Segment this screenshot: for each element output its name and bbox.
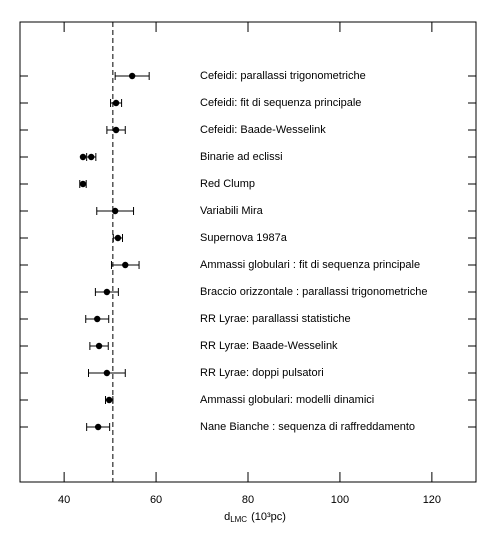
data-point — [79, 153, 87, 161]
row-label: RR Lyrae: parallassi statistiche — [200, 313, 351, 325]
x-label-sub: LMC — [230, 515, 247, 524]
row-label: Nane Bianche : sequenza di raffreddament… — [200, 421, 415, 433]
row-label: Ammassi globulari : fit di sequenza prin… — [200, 259, 420, 271]
data-point — [94, 423, 102, 431]
data-point — [128, 72, 136, 80]
data-point — [114, 234, 122, 242]
row-label: Variabili Mira — [200, 205, 264, 217]
row-label: Red Clump — [200, 178, 255, 190]
row-label: Binarie ad eclissi — [200, 151, 283, 163]
data-point — [103, 288, 111, 296]
row-label: Cefeidi: parallassi trigonometriche — [200, 70, 366, 82]
x-tick-label: 60 — [150, 494, 162, 506]
data-point — [95, 342, 103, 350]
row-label: Cefeidi: fit di sequenza principale — [200, 97, 361, 109]
row-label: RR Lyrae: Baade-Wesselink — [200, 340, 338, 352]
data-point — [79, 180, 87, 188]
x-tick-label: 80 — [242, 494, 254, 506]
plot-frame — [19, 21, 477, 483]
data-point — [112, 126, 120, 134]
row-label: Supernova 1987a — [200, 232, 288, 244]
data-point — [103, 369, 111, 377]
x-tick-label: 120 — [423, 494, 441, 506]
row-label: Braccio orizzontale : parallassi trigono… — [200, 286, 427, 298]
x-tick-label: 40 — [58, 494, 70, 506]
row-label: Ammassi globulari: modelli dinamici — [200, 394, 374, 406]
data-point — [105, 396, 113, 404]
row-label: Cefeidi: Baade-Wesselink — [200, 124, 326, 136]
x-axis-label: dLMC (10³pc) — [224, 511, 286, 524]
data-point — [112, 99, 120, 107]
x-label-unit: (10³pc) — [251, 511, 286, 523]
data-point — [94, 315, 101, 323]
data-point — [88, 153, 95, 161]
data-point — [111, 207, 119, 215]
x-label-main: d — [224, 511, 230, 523]
row-label: RR Lyrae: doppi pulsatori — [200, 367, 324, 379]
data-point — [122, 261, 129, 269]
x-tick-label: 100 — [331, 494, 349, 506]
